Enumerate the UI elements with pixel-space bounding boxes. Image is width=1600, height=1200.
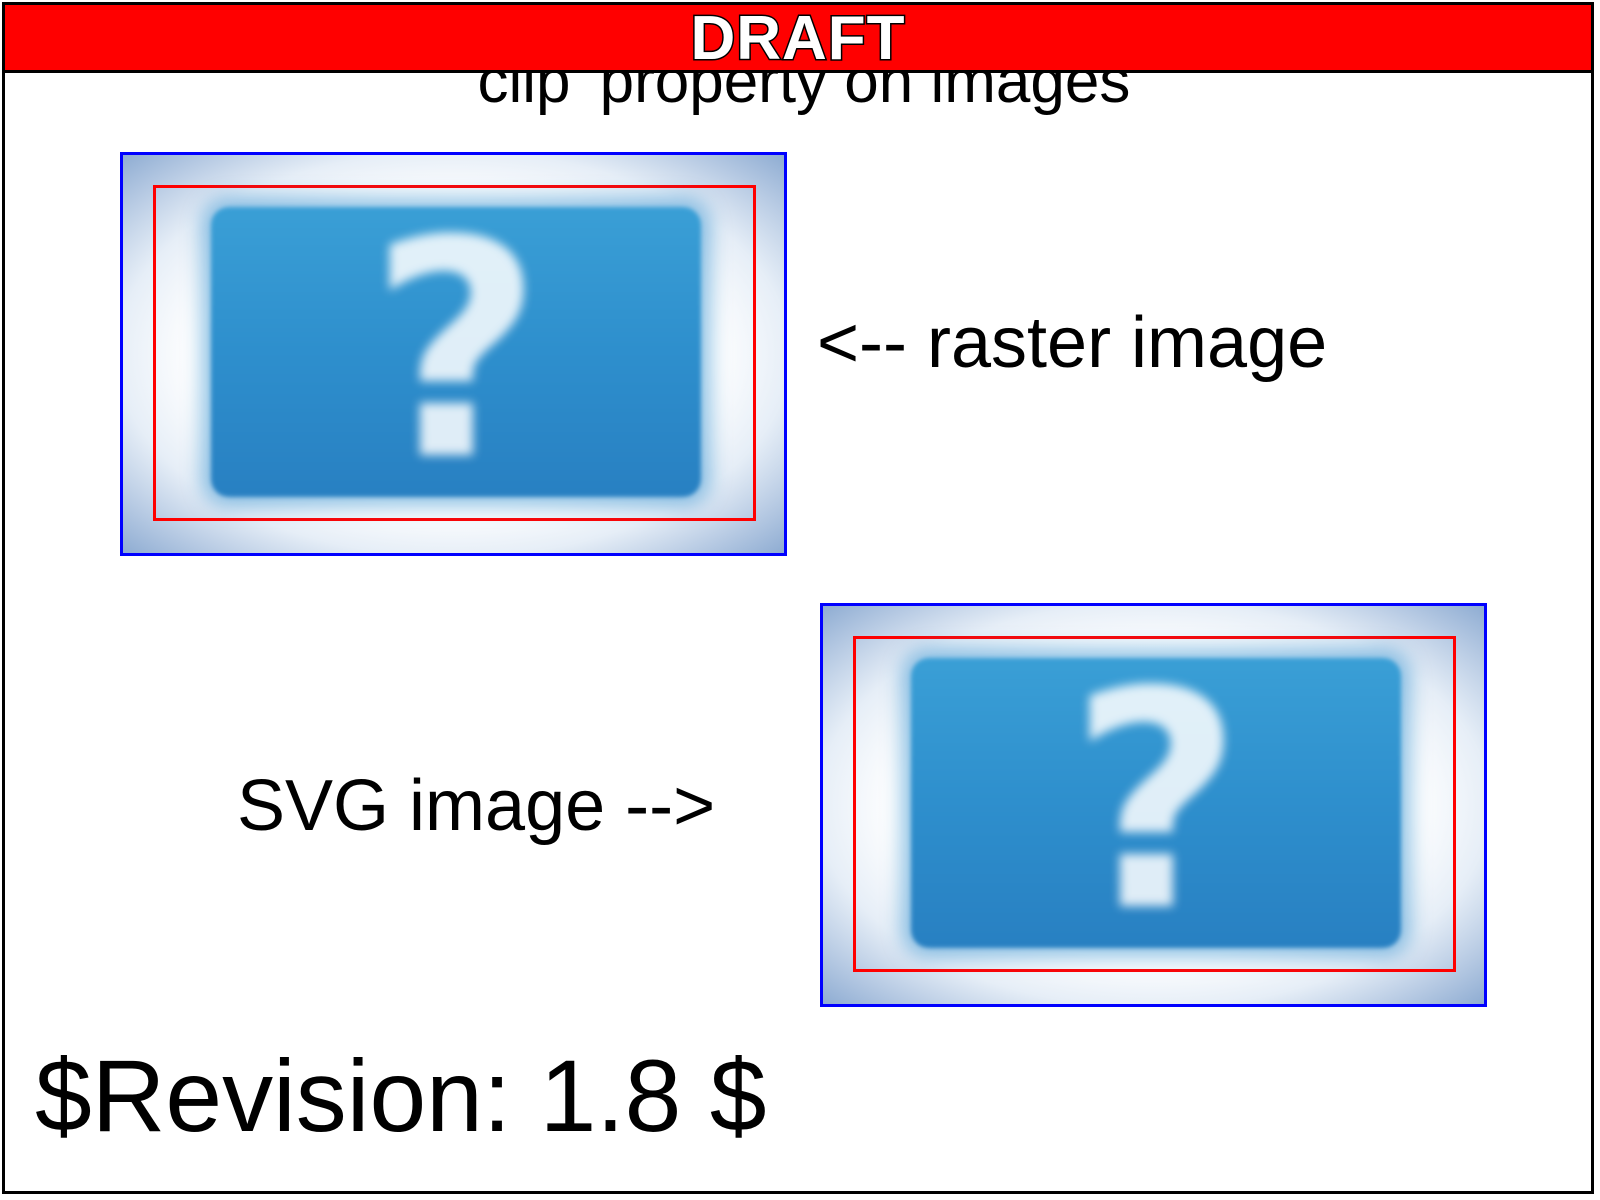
image-panel <box>211 207 701 497</box>
svg-image: ? <box>820 603 1487 1007</box>
question-mark-icon: ? <box>1068 628 1244 977</box>
draft-banner: DRAFT <box>5 4 1591 74</box>
image-panel <box>911 658 1401 948</box>
draft-banner-text: DRAFT <box>689 4 906 74</box>
raster-image-label: <-- raster image <box>817 303 1328 383</box>
raster-image: ? <box>120 152 787 556</box>
revision-text: $Revision: 1.8 $ <box>35 1039 767 1153</box>
clip-region-rect <box>853 636 1456 972</box>
question-mark-icon: ? <box>368 177 544 526</box>
svg-image-label: SVG image --> <box>237 766 716 846</box>
clip-region-rect <box>153 185 756 521</box>
